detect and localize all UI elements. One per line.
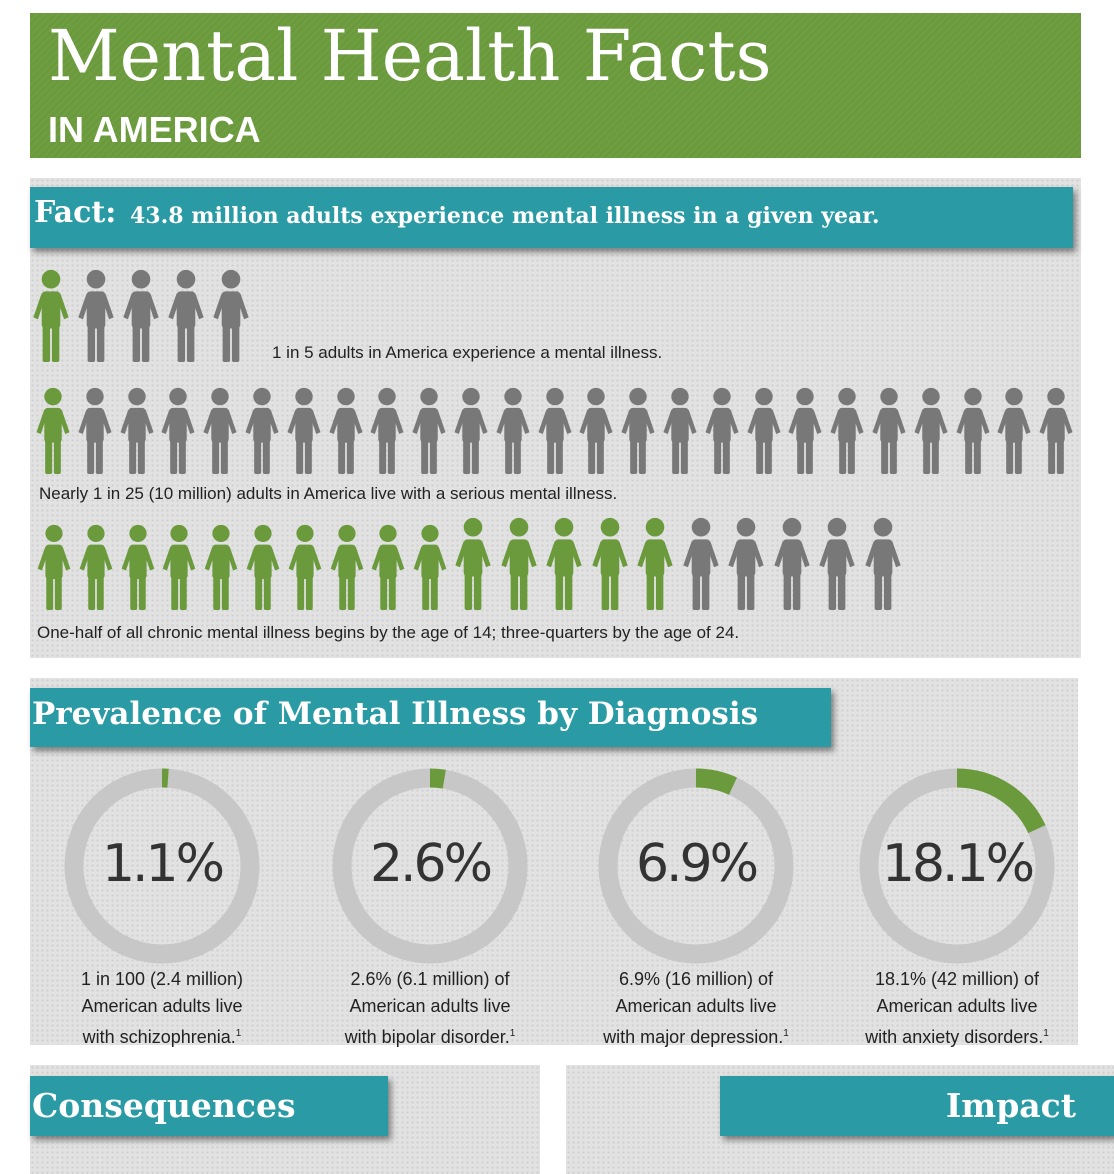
person-icon-highlighted [372, 524, 405, 610]
fact-panel: Fact: 43.8 million adults experience men… [30, 178, 1081, 658]
person-icon-highlighted [163, 524, 196, 610]
person-icon [496, 387, 530, 474]
person-icon-highlighted [36, 387, 70, 474]
person-icon-highlighted [546, 517, 582, 610]
prevalence-title: Prevalence of Mental Illness by Diagnosi… [32, 696, 759, 732]
person-icon-highlighted [413, 524, 447, 610]
donut-value-arc [332, 768, 528, 964]
person-icon-highlighted [33, 269, 69, 362]
person-icon [773, 517, 810, 610]
footnote-marker: 1 [1043, 1028, 1049, 1039]
consequences-title: Consequences [32, 1086, 296, 1125]
donut-chart: 18.1% 18.1% (42 million) of American adult… [857, 766, 1107, 1047]
person-icon [213, 269, 249, 362]
page-subtitle: IN AMERICA [48, 109, 261, 150]
person-icon-highlighted [500, 517, 537, 610]
donut-percent-label: 18.1% [881, 834, 1035, 894]
donut-chart: 1.1% 1 in 100 (2.4 million) American adult… [62, 766, 312, 1047]
person-icon [788, 387, 822, 474]
donut-ring [598, 768, 794, 964]
person-icon [78, 387, 112, 474]
person-icon-highlighted [204, 524, 238, 610]
donut-caption: 18.1% (42 million) of American adults liv… [865, 969, 1049, 1047]
donut-ring [64, 768, 260, 964]
title-banner: Mental Health Facts IN AMERICA [30, 13, 1081, 158]
prevalence-heading-bar: Prevalence of Mental Illness by Diagnosi… [30, 688, 831, 747]
consequences-panel: Consequences [30, 1065, 540, 1174]
footnote-marker: 1 [509, 1028, 516, 1039]
person-icon-highlighted [121, 524, 154, 610]
impact-title: Impact [945, 1086, 1076, 1125]
donut-ring [332, 768, 528, 964]
person-icon [1039, 387, 1073, 474]
donut-value-arc [598, 768, 794, 964]
person-icon [997, 387, 1031, 474]
person-icon [830, 387, 864, 474]
person-icon [412, 387, 446, 474]
fact-label: Fact: [34, 195, 117, 230]
donut-caption: 6.9% (16 million) of American adults live… [603, 969, 789, 1047]
person-icon [872, 387, 906, 474]
donut-caption: 2.6% (6.1 million) of American adults liv… [344, 969, 516, 1047]
person-icon [454, 387, 488, 474]
footnote-marker: 1 [235, 1028, 242, 1039]
fact-text: 43.8 million adults experience mental il… [130, 203, 880, 229]
person-icon [682, 517, 719, 610]
person-icon [123, 269, 159, 362]
footnote-marker: 1 [783, 1028, 789, 1039]
donut-chart: 6.9% 6.9% (16 million) of American adults … [596, 766, 846, 1047]
donut-caption: 1 in 100 (2.4 million) American adults li… [80, 969, 244, 1047]
person-icon [663, 387, 697, 474]
person-icon [579, 387, 613, 474]
person-icon-highlighted [246, 524, 280, 610]
impact-panel: Impact [566, 1065, 1114, 1174]
people-row-3-caption: One-half of all chronic mental illness b… [37, 623, 740, 642]
people-row-2-caption: Nearly 1 in 25 (10 million) adults in Am… [39, 484, 618, 503]
person-icon [78, 269, 114, 362]
donut-value-arc [859, 768, 1055, 964]
people-row-1-caption: 1 in 5 adults in America experience a me… [272, 343, 663, 362]
donut-ring [859, 768, 1055, 964]
person-icon [728, 517, 764, 610]
person-icon-highlighted [330, 524, 363, 610]
person-icon-highlighted [79, 524, 113, 610]
person-icon [120, 387, 154, 474]
person-icon-highlighted [288, 524, 322, 610]
donut-percent-label: 2.6% [369, 834, 493, 894]
person-icon [329, 387, 363, 474]
person-icon [914, 387, 948, 474]
person-icon [705, 387, 739, 474]
person-icon [956, 387, 990, 474]
donut-chart: 2.6% 2.6% (6.1 million) of American adults… [330, 766, 580, 1047]
donut-percent-label: 1.1% [101, 834, 225, 894]
consequences-heading-bar: Consequences [30, 1076, 388, 1136]
impact-heading-bar: Impact [720, 1076, 1114, 1136]
fact-heading-bar: Fact: 43.8 million adults experience men… [30, 187, 1073, 248]
person-icon-highlighted [37, 524, 71, 610]
page-title: Mental Health Facts [48, 15, 772, 97]
person-icon-highlighted [455, 517, 491, 610]
prevalence-panel: Prevalence of Mental Illness by Diagnosi… [30, 678, 1078, 1047]
person-icon [621, 387, 655, 474]
person-icon [161, 387, 195, 474]
person-icon [168, 269, 204, 362]
person-icon [245, 387, 279, 474]
person-icon [538, 387, 572, 474]
person-icon [864, 517, 901, 610]
person-icon [819, 517, 855, 610]
person-icon [287, 387, 321, 474]
person-icon [203, 387, 237, 474]
donut-value-arc [64, 768, 260, 964]
person-icon [370, 387, 404, 474]
donut-percent-label: 6.9% [635, 834, 759, 894]
person-icon-highlighted [637, 517, 673, 610]
person-icon [747, 387, 781, 474]
person-icon-highlighted [591, 517, 628, 610]
